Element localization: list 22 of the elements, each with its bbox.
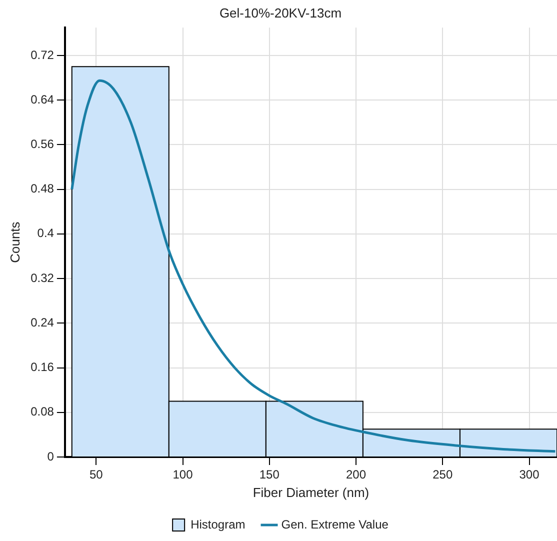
- legend-label: Gen. Extreme Value: [281, 517, 389, 532]
- y-tick-label: 0.72: [30, 48, 54, 62]
- x-tick-label: 100: [172, 468, 194, 482]
- x-tick-label: 50: [89, 468, 104, 482]
- y-tick-label: 0.32: [30, 270, 54, 285]
- x-tick-label: 150: [259, 468, 280, 482]
- x-tick-label: 200: [346, 468, 366, 482]
- y-tick-label: 0.56: [30, 137, 54, 152]
- y-tick-label: 0.64: [30, 92, 54, 106]
- y-tick-label: 0.08: [30, 404, 54, 419]
- y-tick-label: 0.24: [30, 315, 54, 330]
- y-tick-label: 0.16: [30, 360, 54, 374]
- y-tick-label: 0.4: [37, 226, 54, 240]
- legend-label: Histogram: [190, 517, 246, 532]
- x-tick-label: 250: [432, 468, 453, 482]
- y-tick-label: 0: [47, 449, 54, 464]
- y-axis-title: Counts: [7, 221, 22, 263]
- x-tick-label: 300: [519, 468, 540, 482]
- chart-title: Gel-10%-20KV-13cm: [219, 5, 342, 20]
- line-series: [70, 79, 557, 453]
- x-axis-title: Fiber Diameter (nm): [252, 484, 370, 500]
- y-tick-label: 0.48: [30, 182, 54, 196]
